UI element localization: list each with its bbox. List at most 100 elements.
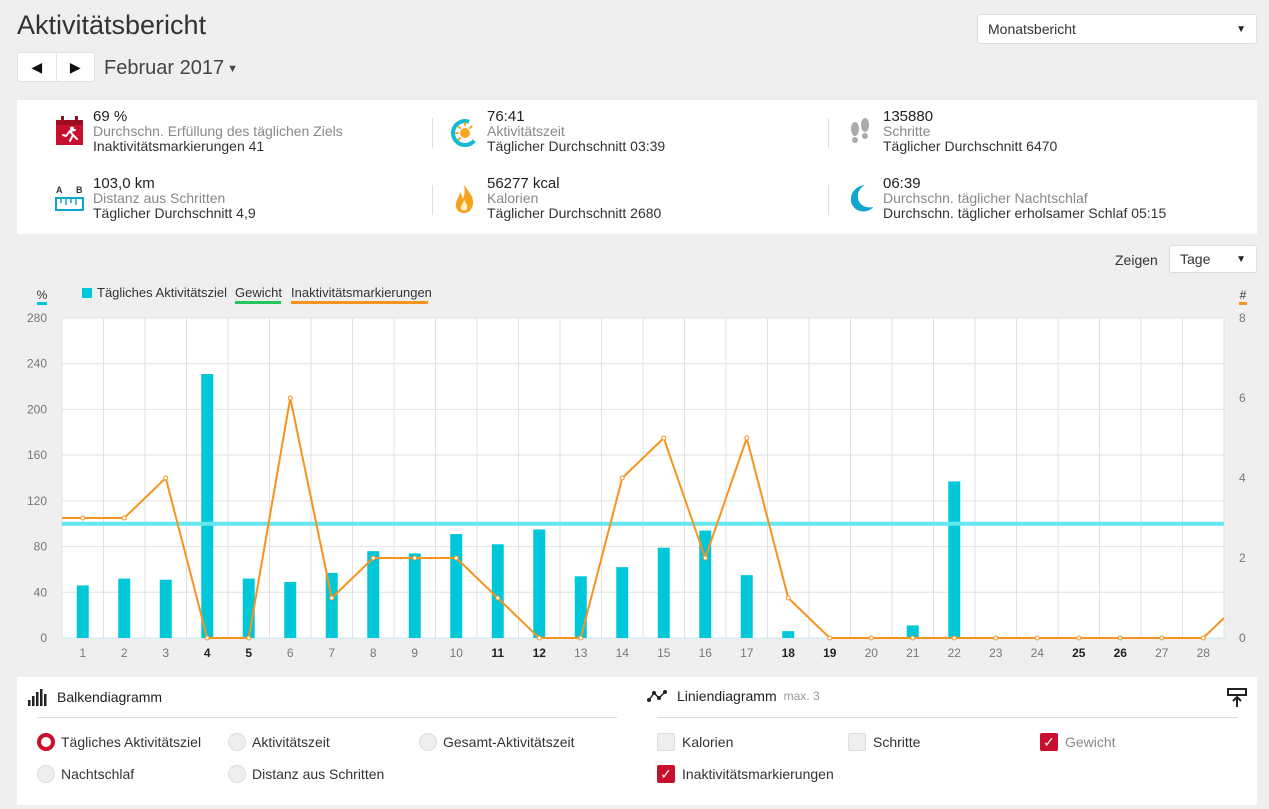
inactivity-point-day-15	[661, 435, 667, 441]
x-tick-label: 16	[699, 646, 713, 660]
inactivity-point-day-9	[412, 555, 418, 561]
steps-label: Schritte	[883, 123, 931, 139]
checkbox[interactable]	[657, 733, 675, 751]
distance-sub: Täglicher Durchschnitt 4,9	[93, 205, 256, 221]
line-chart-title: Liniendiagramm	[677, 688, 777, 704]
summary-steps: 135880 Schritte Täglicher Durchschnitt 6…	[845, 109, 1057, 154]
option-label: Tägliches Aktivitätsziel	[61, 734, 202, 750]
option-label: Inaktivitätsmarkierungen	[682, 766, 834, 782]
radio-button[interactable]	[37, 765, 55, 783]
bar-day-10	[450, 534, 463, 638]
inactivity-point-day-20	[868, 635, 874, 641]
footsteps-icon	[851, 118, 869, 143]
inactivity-point-day-17	[744, 435, 750, 441]
radio-button[interactable]	[228, 733, 246, 751]
checkbox-checked[interactable]: ✓	[657, 765, 675, 783]
inactivity-point-day-26	[1117, 635, 1123, 641]
option-label: Aktivitätszeit	[252, 734, 330, 750]
inactivity-point-day-27	[1159, 635, 1165, 641]
inactivity-line	[62, 397, 1225, 639]
steps-value: 135880	[883, 108, 934, 125]
bar-day-9	[408, 553, 421, 638]
sleep-value: 06:39	[883, 175, 921, 192]
bar-day-15	[657, 547, 670, 638]
bar-option-total-activity-time[interactable]: Gesamt-Aktivitätszeit	[419, 733, 574, 751]
divider	[37, 717, 617, 718]
page-title: Aktivitätsbericht	[17, 10, 207, 40]
export-icon[interactable]	[1227, 688, 1247, 708]
left-axis-unit-swatch	[37, 302, 47, 305]
radio-button[interactable]	[419, 733, 437, 751]
y-tick-label: 0	[40, 631, 47, 645]
y2-tick-label: 2	[1239, 551, 1246, 565]
checkbox-checked[interactable]: ✓	[1040, 733, 1058, 751]
y-tick-label: 80	[34, 540, 48, 554]
divider	[432, 118, 433, 148]
x-tick-label: 2	[121, 646, 128, 660]
x-tick-label: 21	[906, 646, 920, 660]
bar-day-16	[699, 530, 712, 638]
previous-period-button[interactable]: ◀	[18, 53, 56, 81]
inactivity-point-day-6	[287, 395, 293, 401]
line-option-calories[interactable]: Kalorien	[657, 733, 733, 751]
divider	[657, 717, 1238, 718]
x-tick-label: 7	[328, 646, 335, 660]
x-tick-label: 14	[616, 646, 630, 660]
runner-calendar-icon	[56, 116, 83, 145]
inactivity-point-day-7	[329, 595, 335, 601]
activity-sun-icon	[451, 119, 479, 147]
inactivity-point-day-3	[163, 475, 169, 481]
summary-sleep: 06:39 Durchschn. täglicher Nachtschlaf D…	[845, 176, 1166, 221]
bar-option-activity-time[interactable]: Aktivitätszeit	[228, 733, 330, 751]
x-tick-label: 23	[989, 646, 1003, 660]
flame-icon	[455, 184, 474, 213]
sleep-sub: Durchschn. täglicher erholsamer Schlaf 0…	[883, 205, 1167, 221]
x-tick-label: 22	[948, 646, 962, 660]
legend-inactivity-underline	[291, 301, 428, 304]
bar-option-daily-goal[interactable]: Tägliches Aktivitätsziel	[37, 733, 201, 751]
bar-chart-section-title: Balkendiagramm	[27, 688, 162, 706]
month-picker[interactable]: Februar 2017 ▼	[104, 57, 238, 80]
summary-distance: A B 103,0 km Distanz aus Schritten Tägli…	[55, 176, 256, 221]
inactivity-point-day-4	[204, 635, 210, 641]
y2-tick-label: 6	[1239, 391, 1246, 405]
bar-option-night-sleep[interactable]: Nachtschlaf	[37, 765, 134, 783]
dropdown-arrow-icon: ▼	[1236, 23, 1246, 35]
icon-text-b: B	[76, 185, 83, 195]
bar-day-8	[367, 551, 380, 638]
moon-icon	[850, 185, 873, 212]
y2-tick-label: 8	[1239, 311, 1246, 325]
granularity-value: Tage	[1180, 251, 1211, 267]
divider	[828, 118, 829, 148]
inactivity-point-day-2	[121, 515, 127, 521]
line-option-inactivity[interactable]: ✓ Inaktivitätsmarkierungen	[657, 765, 834, 783]
bar-option-distance[interactable]: Distanz aus Schritten	[228, 765, 384, 783]
inactivity-point-day-22	[951, 635, 957, 641]
check-icon: ✓	[660, 765, 672, 782]
checkbox[interactable]	[848, 733, 866, 751]
goal-sub: Inaktivitätsmarkierungen 41	[93, 138, 265, 154]
x-tick-label: 18	[782, 646, 796, 660]
granularity-select[interactable]: Tage ▼	[1169, 245, 1257, 273]
distance-ruler-icon: A B	[55, 185, 84, 211]
next-period-button[interactable]: ▶	[55, 53, 95, 81]
line-chart-icon	[647, 690, 667, 702]
radio-button[interactable]	[228, 765, 246, 783]
bar-day-18	[782, 631, 795, 638]
inactivity-point-day-11	[495, 595, 501, 601]
inactivity-point-day-14	[619, 475, 625, 481]
option-label: Gewicht	[1065, 734, 1116, 750]
triangle-left-icon: ◀	[31, 58, 43, 75]
line-option-steps[interactable]: Schritte	[848, 733, 920, 751]
x-tick-label: 28	[1197, 646, 1211, 660]
line-option-weight[interactable]: ✓ Gewicht	[1040, 733, 1116, 751]
option-label: Distanz aus Schritten	[252, 766, 385, 782]
radio-button[interactable]	[37, 733, 55, 751]
report-type-select[interactable]: Monatsbericht ▼	[977, 14, 1257, 44]
x-tick-label: 17	[740, 646, 754, 660]
activity-time-label: Aktivitätszeit	[487, 123, 565, 139]
y-tick-label: 200	[27, 402, 47, 416]
line-chart-section-title: Liniendiagramm max. 3	[647, 688, 820, 704]
bar-day-13	[574, 576, 587, 638]
bar-chart-icon	[28, 689, 47, 706]
